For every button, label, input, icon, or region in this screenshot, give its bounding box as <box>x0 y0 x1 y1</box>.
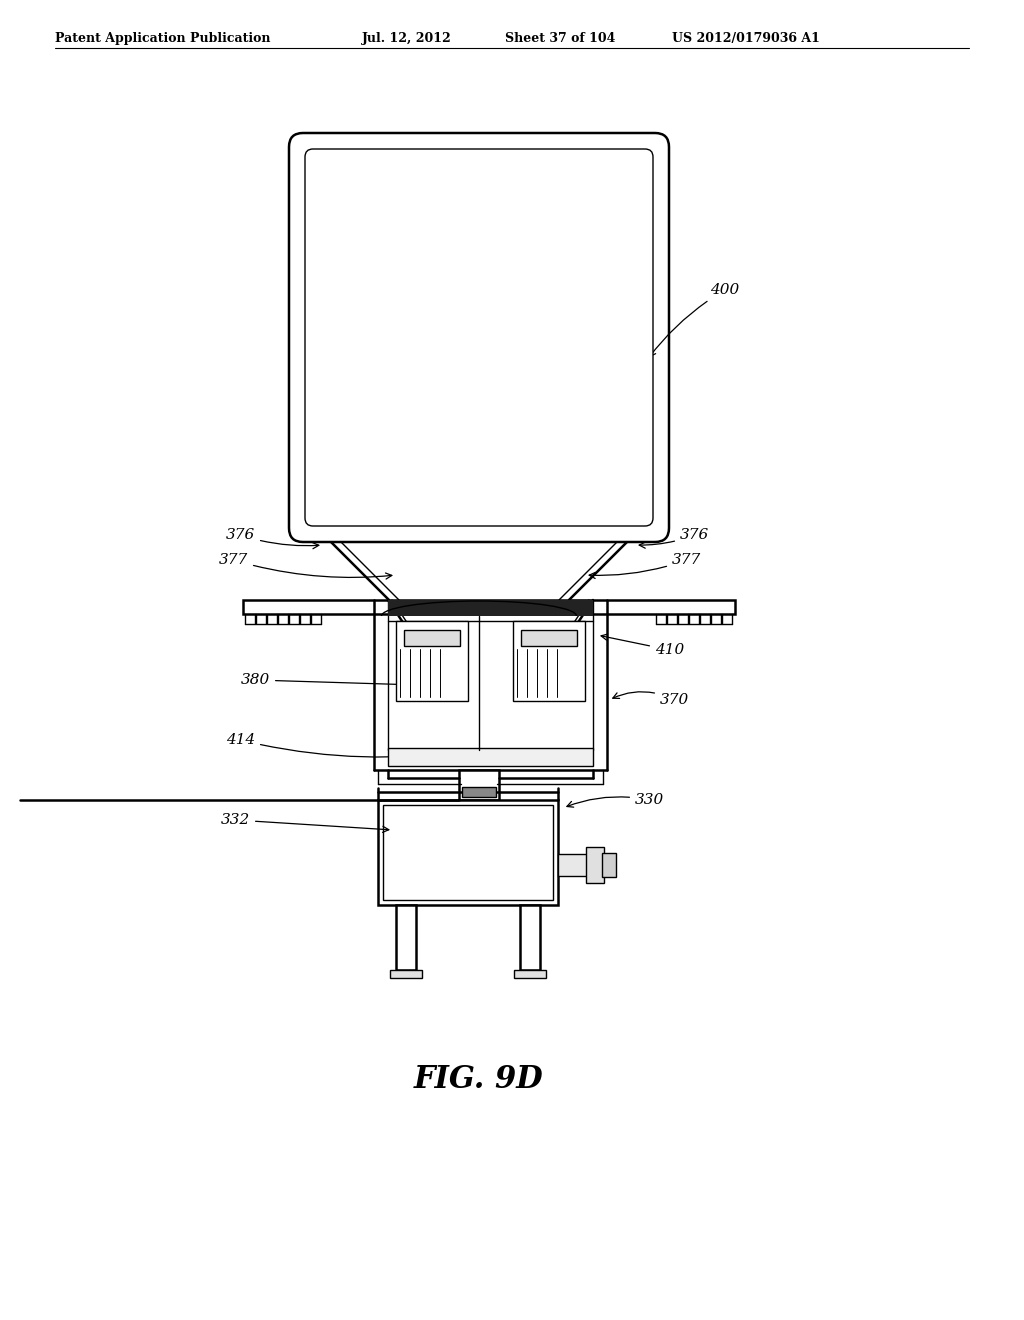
Text: 376: 376 <box>225 528 318 549</box>
Bar <box>396 620 468 701</box>
FancyBboxPatch shape <box>305 149 653 525</box>
Text: 377: 377 <box>219 553 392 579</box>
Bar <box>388 748 593 766</box>
Text: 400: 400 <box>649 282 739 356</box>
Text: Patent Application Publication: Patent Application Publication <box>55 32 270 45</box>
Bar <box>378 800 558 906</box>
Bar <box>514 970 546 978</box>
Bar <box>513 620 585 701</box>
Bar <box>602 853 616 876</box>
Bar <box>404 630 460 645</box>
FancyBboxPatch shape <box>289 133 669 543</box>
Text: 410: 410 <box>601 634 684 657</box>
Bar <box>521 630 577 645</box>
Bar <box>586 847 604 883</box>
Text: Jul. 12, 2012: Jul. 12, 2012 <box>362 32 452 45</box>
Text: 330: 330 <box>567 793 665 807</box>
Text: FIG. 9D: FIG. 9D <box>414 1064 544 1096</box>
Bar <box>390 970 422 978</box>
Bar <box>243 601 735 614</box>
Bar <box>388 601 593 616</box>
Bar <box>558 854 596 876</box>
Bar <box>383 805 553 900</box>
Bar <box>396 906 416 970</box>
Text: 380: 380 <box>241 673 414 688</box>
Text: 370: 370 <box>612 692 689 708</box>
Bar <box>462 787 496 797</box>
Bar <box>459 770 499 800</box>
Text: US 2012/0179036 A1: US 2012/0179036 A1 <box>672 32 820 45</box>
Text: 377: 377 <box>589 553 701 578</box>
Text: 376: 376 <box>639 528 710 548</box>
Text: 414: 414 <box>225 733 465 758</box>
Text: Sheet 37 of 104: Sheet 37 of 104 <box>505 32 615 45</box>
Bar <box>520 906 540 970</box>
Text: 332: 332 <box>221 813 389 833</box>
